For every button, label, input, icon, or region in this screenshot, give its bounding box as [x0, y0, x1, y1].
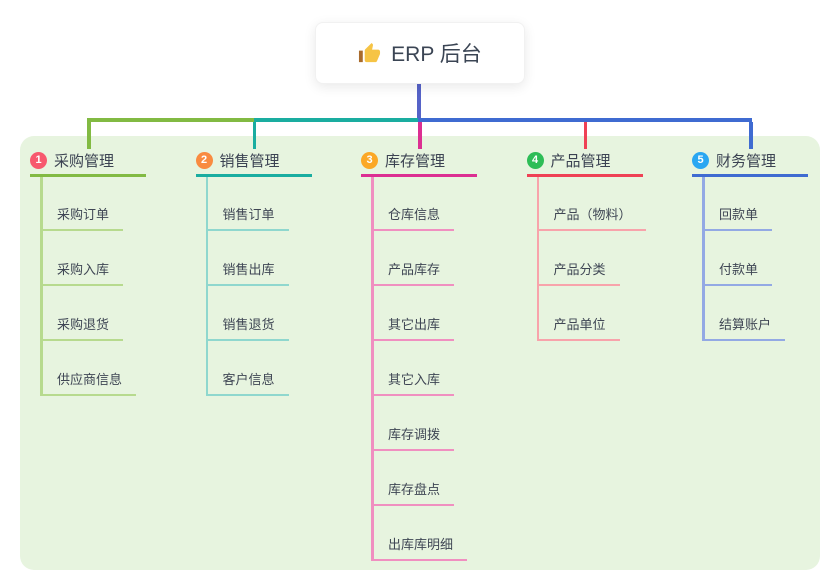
branch-label: 销售管理 — [219, 153, 280, 170]
branch-node-2[interactable]: 2 销售管理 — [195, 147, 312, 177]
child-node[interactable]: 库存盘点 — [371, 482, 455, 506]
branch-drop-connector — [749, 121, 753, 149]
children-trunk-line — [371, 177, 374, 561]
branches-background-panel — [20, 136, 820, 570]
child-node[interactable]: 销售出库 — [205, 262, 289, 286]
rail-segment-left-outer — [87, 118, 255, 122]
child-node[interactable]: 出库库明细 — [371, 537, 468, 561]
branch-number-badge: 2 — [195, 152, 213, 169]
child-node[interactable]: 采购退货 — [40, 317, 124, 341]
branch-node-1[interactable]: 1 采购管理 — [30, 147, 146, 177]
branch-drop-connector — [252, 121, 256, 149]
branch-number-badge: 3 — [361, 152, 378, 169]
child-node[interactable]: 回款单 — [702, 207, 773, 231]
rail-segment-right — [418, 118, 752, 122]
child-node[interactable]: 采购入库 — [40, 262, 124, 286]
child-node[interactable]: 供应商信息 — [40, 372, 137, 396]
child-node[interactable]: 产品（物料） — [536, 207, 646, 231]
child-node[interactable]: 其它出库 — [371, 317, 455, 341]
root-node-label: ERP 后台 — [391, 43, 482, 66]
branch-label: 采购管理 — [54, 153, 115, 170]
child-node[interactable]: 客户信息 — [205, 372, 289, 396]
rail-segment-left-inner — [254, 118, 419, 122]
children-trunk-line — [536, 177, 539, 341]
branch-number-badge: 4 — [526, 152, 544, 169]
children-trunk-line — [205, 177, 208, 396]
child-node[interactable]: 仓库信息 — [371, 207, 455, 231]
branch-label: 财务管理 — [716, 153, 777, 170]
child-node[interactable]: 销售订单 — [205, 207, 289, 231]
child-node[interactable]: 其它入库 — [371, 372, 455, 396]
child-node[interactable]: 付款单 — [702, 262, 773, 286]
child-node[interactable]: 销售退货 — [205, 317, 289, 341]
branch-node-3[interactable]: 3 库存管理 — [361, 147, 477, 177]
thumbs-up-icon — [358, 42, 381, 65]
child-node[interactable]: 产品单位 — [536, 317, 620, 341]
branch-drop-connector — [583, 121, 587, 149]
branch-drop-connector — [418, 121, 422, 149]
child-node[interactable]: 库存调拨 — [371, 427, 455, 451]
children-trunk-line — [40, 177, 43, 396]
branch-drop-connector — [87, 121, 91, 149]
branch-node-5[interactable]: 5 财务管理 — [692, 147, 808, 177]
branch-node-4[interactable]: 4 产品管理 — [526, 147, 643, 177]
child-node[interactable]: 产品库存 — [371, 262, 455, 286]
branch-label: 库存管理 — [385, 153, 446, 170]
child-node[interactable]: 产品分类 — [536, 262, 620, 286]
root-connector-stem — [417, 82, 421, 119]
children-trunk-line — [702, 177, 705, 341]
branch-number-badge: 5 — [692, 152, 709, 169]
child-node[interactable]: 采购订单 — [40, 207, 124, 231]
branch-label: 产品管理 — [550, 153, 611, 170]
branch-number-badge: 1 — [30, 152, 47, 169]
root-node-erp[interactable]: ERP 后台 — [315, 22, 525, 84]
child-node[interactable]: 结算账户 — [702, 317, 786, 341]
